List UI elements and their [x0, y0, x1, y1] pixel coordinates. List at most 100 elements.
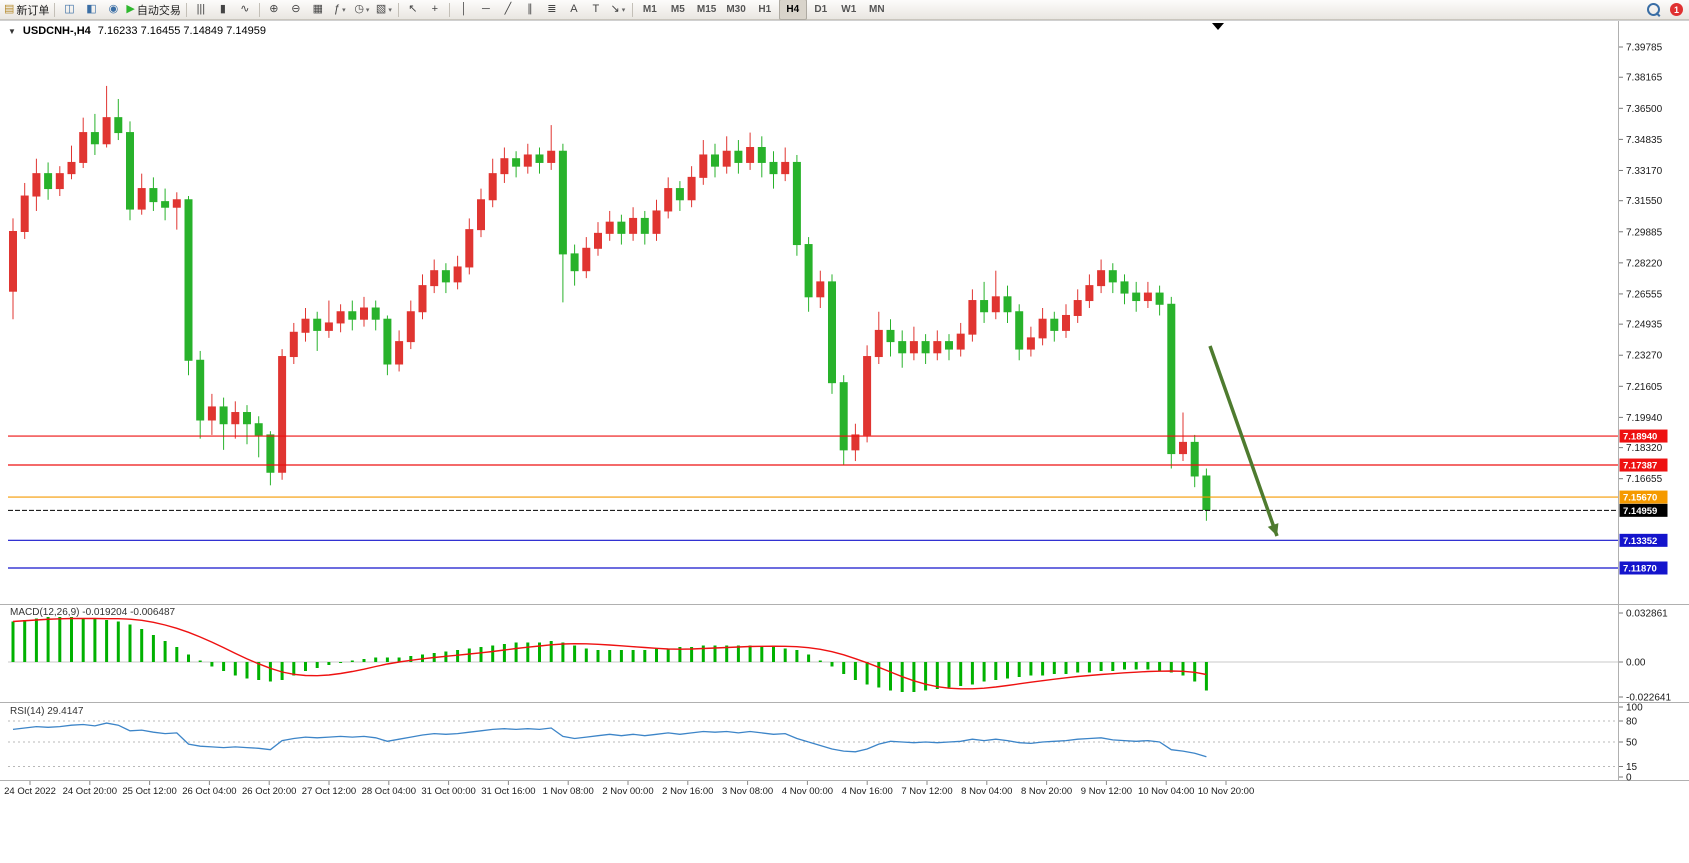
- svg-text:25 Oct 12:00: 25 Oct 12:00: [122, 786, 176, 797]
- svg-text:7.33170: 7.33170: [1626, 166, 1663, 177]
- text-button[interactable]: A: [563, 1, 585, 18]
- templates-button[interactable]: ▧ ▾: [373, 1, 395, 18]
- price-level-tag: [1619, 533, 1668, 547]
- bar-chart-button[interactable]: |||: [190, 1, 212, 18]
- toolbar-separator: [397, 2, 399, 17]
- indicators-button[interactable]: ƒ ▾: [329, 1, 351, 18]
- price-axis[interactable]: 7.39785 7.38165 7.36500 7.34835 7.33170 7.315…: [1619, 43, 1663, 486]
- svg-text:7.15670: 7.15670: [1623, 493, 1657, 504]
- crosshair-icon: +: [431, 3, 439, 15]
- svg-text:100: 100: [1626, 703, 1643, 714]
- crosshair-button[interactable]: +: [424, 1, 446, 18]
- time-axis[interactable]: 24 Oct 2022 24 Oct 20:00 25 Oct 12:00 26 Oc…: [4, 781, 1254, 797]
- svg-text:7.26555: 7.26555: [1626, 289, 1663, 300]
- autotrading-icon: ▶: [126, 3, 135, 15]
- autotrading-button-label: 自动交易: [136, 4, 181, 17]
- chart-frame: [0, 20, 1689, 781]
- svg-text:8 Nov 04:00: 8 Nov 04:00: [961, 786, 1012, 797]
- svg-text:4 Nov 16:00: 4 Nov 16:00: [842, 786, 893, 797]
- new-order-button-label: 新订单: [16, 4, 50, 17]
- candlestick-chart-button[interactable]: ▮: [212, 1, 234, 18]
- zoom-out-button[interactable]: ⊖: [285, 1, 307, 18]
- svg-text:1 Nov 08:00: 1 Nov 08:00: [543, 786, 594, 797]
- svg-text:7.31550: 7.31550: [1626, 196, 1663, 207]
- notification-badge[interactable]: 1: [1670, 3, 1683, 16]
- macd-signal-line: [12, 617, 1207, 690]
- svg-text:8 Nov 20:00: 8 Nov 20:00: [1021, 786, 1072, 797]
- trendline-button[interactable]: ╱: [497, 1, 519, 18]
- timeframe-h4-button[interactable]: H4: [778, 0, 807, 20]
- svg-text:7.16655: 7.16655: [1626, 474, 1663, 485]
- svg-text:7 Nov 12:00: 7 Nov 12:00: [901, 786, 952, 797]
- bar-chart-icon: |||: [196, 3, 206, 15]
- svg-text:3 Nov 08:00: 3 Nov 08:00: [722, 786, 773, 797]
- svg-text:0: 0: [1626, 773, 1632, 784]
- timeframe-mn-button[interactable]: MN: [869, 4, 885, 15]
- timeframe-d1-button[interactable]: D1: [814, 4, 828, 15]
- svg-text:7.36500: 7.36500: [1626, 104, 1663, 115]
- dropdown-caret-icon: ▾: [621, 6, 626, 14]
- line-chart-button[interactable]: ∿: [234, 1, 256, 18]
- cursor-button[interactable]: ↖: [402, 1, 424, 18]
- svg-text:0.032861: 0.032861: [1626, 609, 1668, 620]
- text-icon: A: [570, 3, 578, 15]
- toolbar-separator: [258, 2, 260, 17]
- text-label-icon: T: [592, 3, 600, 15]
- svg-text:7.23270: 7.23270: [1626, 351, 1663, 362]
- timeframe-m5-button[interactable]: M5: [670, 4, 685, 15]
- charts-window-icon: ◫: [64, 3, 75, 15]
- text-label-button[interactable]: T: [585, 1, 607, 18]
- svg-text:50: 50: [1626, 738, 1638, 749]
- timeframe-m1-button[interactable]: M1: [642, 4, 657, 15]
- svg-text:31 Oct 00:00: 31 Oct 00:00: [421, 786, 475, 797]
- horizontal-line-button[interactable]: ─: [475, 1, 497, 18]
- svg-text:7.13352: 7.13352: [1623, 536, 1657, 547]
- navigator-button[interactable]: ◉: [102, 1, 124, 18]
- timeframe-w1-button[interactable]: W1: [841, 4, 857, 15]
- navigator-icon: ◉: [108, 3, 119, 15]
- price-level-tag: [1619, 561, 1668, 575]
- fibonacci-button[interactable]: ≣: [541, 1, 563, 18]
- macd-panel: 0.032861 0.00 -0.022641 MACD(12,26,9) -0.01…: [8, 607, 1671, 704]
- timeframe-m30-button[interactable]: M30: [726, 4, 746, 15]
- autotrading-button[interactable]: ▶ 自动交易: [124, 1, 182, 18]
- timeframe-h1-button[interactable]: H1: [758, 4, 772, 15]
- vertical-line-icon: │: [460, 3, 468, 15]
- toolbar-separator: [448, 2, 450, 17]
- periods-button[interactable]: ◷ ▾: [351, 1, 373, 18]
- svg-text:24 Oct 2022: 24 Oct 2022: [4, 786, 56, 797]
- trend-arrow-annotation: [1208, 345, 1279, 537]
- dropdown-caret-icon: ▾: [342, 6, 346, 14]
- market-watch-button[interactable]: ◧: [80, 1, 102, 18]
- vertical-line-button[interactable]: │: [453, 1, 475, 18]
- toolbar-separator: [185, 2, 187, 17]
- macd-label: MACD(12,26,9) -0.019204 -0.006487: [10, 607, 176, 618]
- toolbar-separator: [54, 2, 56, 17]
- search-button[interactable]: [1642, 1, 1664, 18]
- arrows-icon: ↘: [610, 3, 620, 15]
- collapse-ohlc-icon[interactable]: ▼: [8, 26, 16, 36]
- zoom-in-button[interactable]: ⊕: [263, 1, 285, 18]
- tile-windows-icon: ▦: [312, 3, 324, 15]
- price-level-tag: [1619, 490, 1668, 504]
- chart-shift-marker: [1212, 23, 1224, 30]
- zoom-in-icon: ⊕: [269, 3, 279, 15]
- new-order-button[interactable]: ▤ 新订单: [2, 1, 51, 18]
- tile-windows-button[interactable]: ▦: [307, 1, 329, 18]
- toolbar: ▤ 新订单 ◫ ◧ ◉ ▶ 自动交易 ||| ▮ ∿ ⊕ ⊖ ▦ ƒ ▾ ◷ ▾ ▧ ▾ ↖ + │ ─ ╱ ∥ ≣ A T ↘ ▾ M1 M…: [0, 0, 1689, 20]
- price-levels: 7.18940 7.17387 7.15670 7.14959 7.13352 7.118…: [8, 429, 1668, 575]
- candlesticks: [9, 85, 1211, 521]
- charts-window-button[interactable]: ◫: [58, 1, 80, 18]
- channel-button[interactable]: ∥: [519, 1, 541, 18]
- svg-text:7.21605: 7.21605: [1626, 382, 1663, 393]
- search-icon: [1646, 3, 1660, 16]
- rsi-panel: 100 80 50 150 RSI(14) 29.4147: [8, 703, 1643, 784]
- svg-text:7.11870: 7.11870: [1623, 563, 1657, 574]
- svg-text:-0.022641: -0.022641: [1626, 693, 1671, 704]
- zoom-out-icon: ⊖: [291, 3, 301, 15]
- cursor-icon: ↖: [408, 3, 418, 15]
- price-level-tag: [1619, 458, 1668, 472]
- arrows-button[interactable]: ↘ ▾: [607, 1, 629, 18]
- timeframe-m15-button[interactable]: M15: [696, 4, 717, 15]
